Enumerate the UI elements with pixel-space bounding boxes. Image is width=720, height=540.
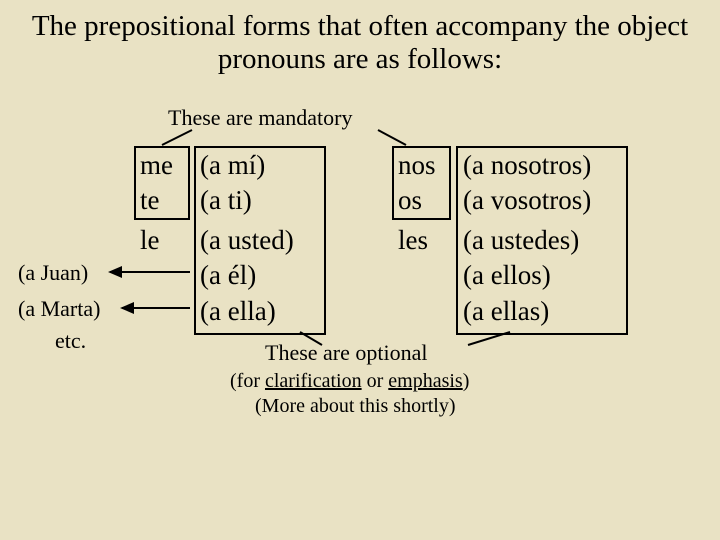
phrase-a-ustedes: (a ustedes) xyxy=(463,227,579,254)
pronoun-les: les xyxy=(398,227,428,254)
side-label-marta: (a Marta) xyxy=(18,296,100,322)
phrase-a-mi: (a mí) xyxy=(200,152,265,179)
note-mid: or xyxy=(362,370,389,392)
note-word-emphasis: emphasis xyxy=(388,370,462,392)
line-mandatory-to-right-box xyxy=(378,130,406,145)
side-label-juan: (a Juan) xyxy=(18,260,88,286)
pronoun-os: os xyxy=(398,187,422,214)
line-mandatory-to-left-box xyxy=(162,130,192,145)
slide-title: The prepositional forms that often accom… xyxy=(20,10,700,77)
phrase-a-ellos: (a ellos) xyxy=(463,262,551,289)
phrase-a-usted: (a usted) xyxy=(200,227,294,254)
phrase-a-ti: (a ti) xyxy=(200,187,252,214)
side-label-etc: etc. xyxy=(55,328,86,354)
mandatory-label: These are mandatory xyxy=(168,105,352,131)
note-suffix: ) xyxy=(463,370,470,392)
phrase-a-vosotros: (a vosotros) xyxy=(463,187,591,214)
phrase-a-ella: (a ella) xyxy=(200,298,276,325)
optional-label: These are optional xyxy=(265,340,428,366)
phrase-a-el: (a él) xyxy=(200,262,256,289)
note-clarification: (for clarification or emphasis) xyxy=(230,370,469,393)
slide-root: The prepositional forms that often accom… xyxy=(0,0,720,540)
note-prefix: (for xyxy=(230,370,265,392)
pronoun-nos: nos xyxy=(398,152,436,179)
pronoun-le: le xyxy=(140,227,160,254)
phrase-a-ellas: (a ellas) xyxy=(463,298,549,325)
pronoun-te: te xyxy=(140,187,160,214)
phrase-a-nosotros: (a nosotros) xyxy=(463,152,591,179)
pronoun-me: me xyxy=(140,152,173,179)
note-word-clarification: clarification xyxy=(265,370,362,392)
note-more: (More about this shortly) xyxy=(255,395,456,418)
